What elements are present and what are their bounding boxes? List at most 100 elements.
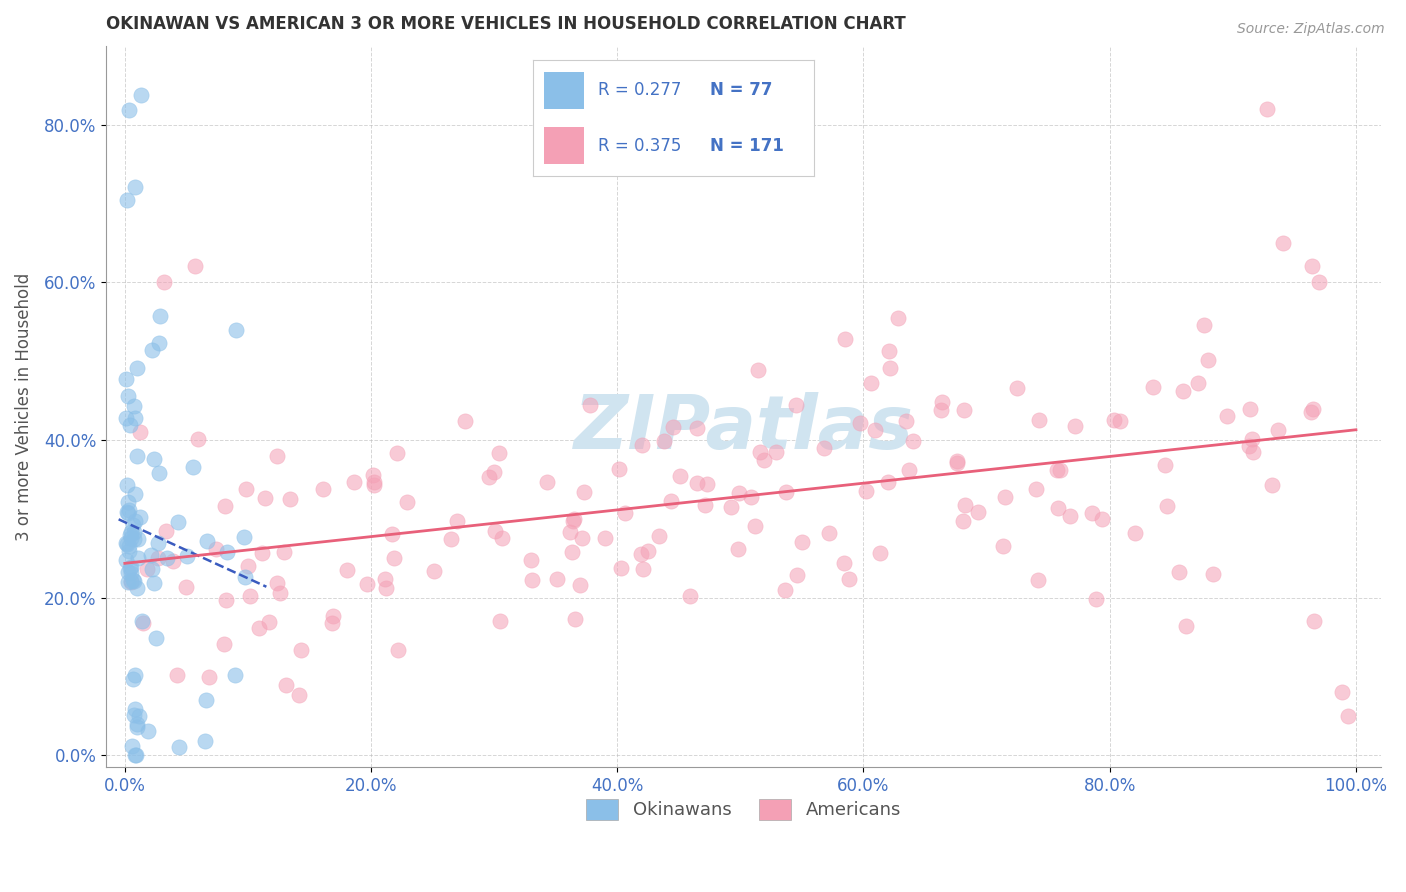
Point bbox=[124, 411, 146, 425]
Point bbox=[128, 425, 150, 440]
Point bbox=[117, 193, 139, 207]
Point bbox=[225, 323, 247, 337]
Point bbox=[117, 575, 139, 590]
Point bbox=[184, 260, 207, 274]
Point bbox=[127, 716, 149, 731]
Point bbox=[1187, 376, 1209, 391]
Point bbox=[1102, 413, 1125, 427]
Point bbox=[785, 398, 807, 412]
Point bbox=[122, 518, 145, 533]
Point bbox=[1237, 439, 1260, 453]
Point bbox=[647, 529, 669, 543]
Point bbox=[887, 311, 910, 326]
Point bbox=[122, 708, 145, 723]
Point bbox=[120, 574, 142, 588]
Point bbox=[122, 525, 145, 540]
Point bbox=[127, 533, 149, 547]
Point bbox=[1301, 260, 1323, 274]
Point bbox=[607, 461, 630, 475]
Point bbox=[124, 747, 146, 762]
Point bbox=[879, 361, 901, 376]
Point bbox=[1025, 482, 1047, 496]
Point bbox=[166, 667, 188, 681]
Point bbox=[128, 708, 150, 723]
Point bbox=[1239, 401, 1261, 416]
Point bbox=[558, 525, 581, 540]
Point bbox=[1156, 500, 1178, 514]
Point bbox=[115, 537, 138, 551]
Point bbox=[235, 483, 257, 497]
Point bbox=[336, 563, 359, 577]
Point bbox=[176, 549, 198, 564]
Point bbox=[813, 442, 835, 456]
Point bbox=[117, 477, 139, 491]
Point bbox=[879, 343, 901, 358]
Point bbox=[1046, 463, 1069, 477]
Point bbox=[118, 528, 141, 542]
Point bbox=[127, 550, 149, 565]
Point bbox=[215, 593, 238, 607]
Point bbox=[121, 672, 143, 686]
Point bbox=[122, 574, 145, 589]
Point bbox=[115, 410, 138, 425]
Point bbox=[214, 500, 236, 514]
Point bbox=[1337, 709, 1360, 723]
Point bbox=[613, 506, 636, 520]
Point bbox=[855, 483, 877, 498]
Point bbox=[141, 343, 163, 357]
Point bbox=[212, 637, 235, 651]
Point bbox=[1167, 565, 1189, 579]
Point bbox=[1059, 509, 1081, 524]
Point bbox=[720, 500, 742, 514]
Point bbox=[894, 414, 917, 428]
Point bbox=[993, 539, 1015, 553]
Point bbox=[484, 524, 506, 538]
Point bbox=[869, 546, 891, 560]
Point bbox=[129, 88, 152, 103]
Point bbox=[117, 506, 139, 520]
Point bbox=[361, 467, 384, 482]
Point bbox=[174, 581, 197, 595]
Point bbox=[118, 418, 141, 433]
Point bbox=[287, 688, 309, 702]
Point bbox=[562, 514, 585, 528]
Point bbox=[1026, 573, 1049, 587]
Point bbox=[149, 309, 172, 323]
Point bbox=[124, 668, 146, 682]
Point bbox=[127, 449, 149, 463]
Point bbox=[1005, 381, 1028, 395]
Point bbox=[488, 446, 510, 460]
Point bbox=[1216, 409, 1239, 424]
Point bbox=[135, 562, 157, 576]
Point bbox=[695, 498, 717, 512]
Point bbox=[136, 724, 159, 739]
Text: ZIPatlas: ZIPatlas bbox=[574, 392, 914, 465]
Point bbox=[686, 476, 709, 491]
Point bbox=[876, 475, 898, 489]
Point bbox=[120, 524, 142, 539]
Point bbox=[1154, 458, 1177, 472]
Point bbox=[312, 482, 335, 496]
Point bbox=[562, 511, 585, 525]
Point bbox=[217, 545, 239, 559]
Point bbox=[121, 574, 143, 588]
Point bbox=[127, 361, 149, 376]
Point bbox=[630, 547, 652, 561]
Point bbox=[120, 559, 142, 574]
Point bbox=[482, 465, 505, 479]
Point bbox=[546, 573, 568, 587]
Point bbox=[520, 573, 543, 587]
Point bbox=[280, 491, 302, 506]
Point bbox=[132, 615, 155, 630]
Point bbox=[118, 561, 141, 575]
Point bbox=[143, 451, 166, 466]
Point bbox=[153, 275, 176, 289]
Point bbox=[749, 445, 772, 459]
Point bbox=[385, 446, 408, 460]
Point bbox=[422, 564, 444, 578]
Point bbox=[1303, 615, 1326, 629]
Point bbox=[122, 532, 145, 546]
Point bbox=[121, 739, 143, 754]
Point bbox=[224, 668, 246, 682]
Point bbox=[994, 490, 1017, 504]
